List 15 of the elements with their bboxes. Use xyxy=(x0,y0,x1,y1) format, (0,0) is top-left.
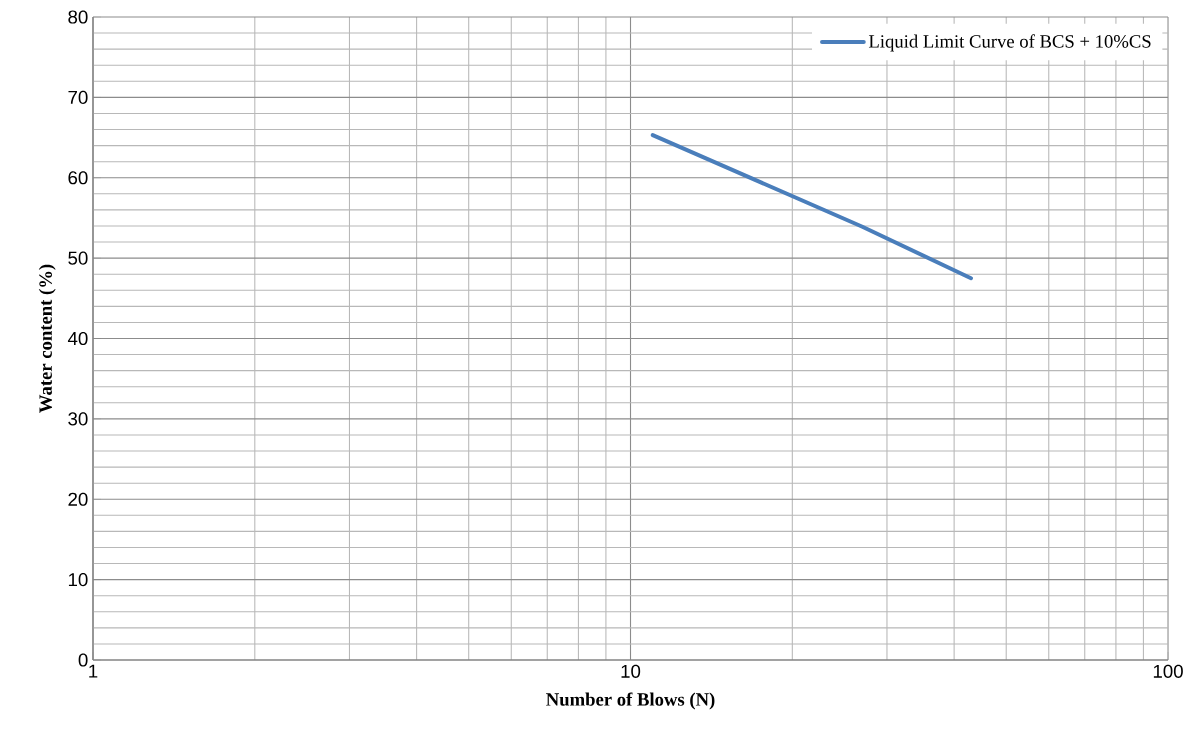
y-tick-label: 10 xyxy=(68,573,88,587)
y-tick-label: 80 xyxy=(68,10,88,24)
x-tick-label: 100 xyxy=(1153,664,1183,678)
legend-label: Liquid Limit Curve of BCS + 10%CS xyxy=(868,34,1151,52)
y-axis-title: Water content (%) xyxy=(38,264,56,413)
x-tick-label: 10 xyxy=(621,664,641,678)
y-tick-label: 50 xyxy=(68,251,88,265)
y-tick-label: 20 xyxy=(68,492,88,506)
x-tick-label: 1 xyxy=(89,664,98,678)
y-tick-label: 0 xyxy=(78,653,88,667)
y-tick-label: 30 xyxy=(68,412,88,426)
y-tick-label: 40 xyxy=(67,331,88,346)
y-tick-label: 60 xyxy=(68,171,88,185)
y-tick-label: 70 xyxy=(68,90,88,104)
x-axis-title: Number of Blows (N) xyxy=(546,692,715,710)
